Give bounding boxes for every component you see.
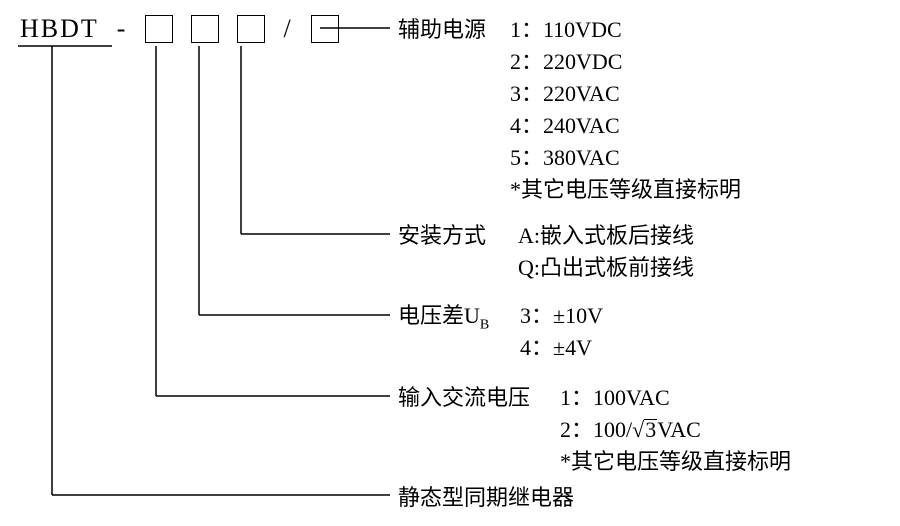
- ub-b: B: [480, 317, 489, 332]
- input-item-1: 1：100VAC: [560, 382, 670, 414]
- input-item-2-rad: 3: [644, 419, 657, 440]
- input-item-2-suffix: VAC: [657, 417, 701, 442]
- ub-u: U: [464, 303, 480, 328]
- aux-title: 辅助电源: [398, 14, 486, 46]
- install-item-q: Q:凸出式板前接线: [518, 252, 694, 284]
- ub-item-3: 3：±10V: [520, 300, 603, 332]
- input-item-2-prefix: 2：100/: [560, 417, 632, 442]
- device-title: 静态型同期继电器: [398, 482, 574, 514]
- aux-item-2: 2：220VDC: [510, 46, 622, 78]
- ub-title-text: 电压差: [398, 303, 464, 328]
- input-title: 输入交流电压: [398, 382, 530, 414]
- install-title: 安装方式: [398, 220, 486, 252]
- input-note: *其它电压等级直接标明: [560, 446, 791, 478]
- input-item-2: 2：100/√3VAC: [560, 414, 701, 446]
- aux-item-5: 5：380VAC: [510, 142, 620, 174]
- aux-item-4: 4：240VAC: [510, 110, 620, 142]
- ub-title: 电压差UB: [398, 300, 489, 341]
- ub-item-4: 4：±4V: [520, 332, 592, 364]
- aux-note: *其它电压等级直接标明: [510, 174, 741, 206]
- install-item-a: A:嵌入式板后接线: [518, 220, 694, 252]
- aux-item-3: 3：220VAC: [510, 78, 620, 110]
- radical-icon: √: [632, 417, 644, 442]
- aux-item-1: 1：110VDC: [510, 14, 622, 46]
